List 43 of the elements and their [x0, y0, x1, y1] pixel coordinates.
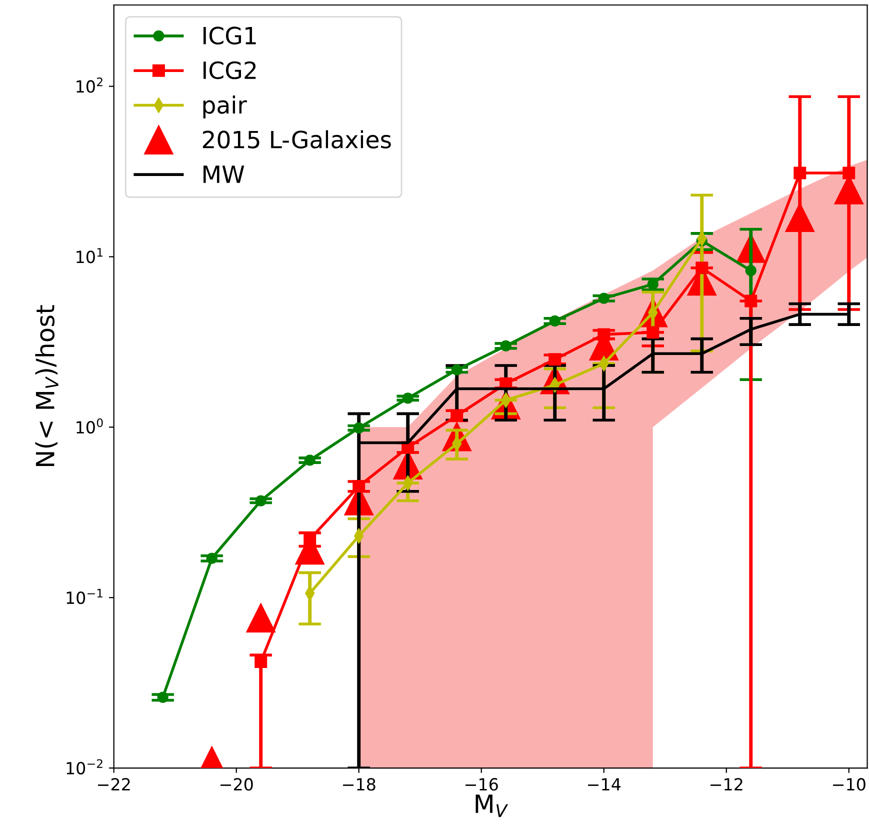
legend-label: 2015 L-Galaxies	[202, 130, 391, 148]
point	[842, 166, 856, 180]
x-tick-label: −14	[588, 778, 621, 790]
y-tick-label: 10$^{1}$	[76, 248, 102, 264]
y-tick-label: 10$^{2}$	[76, 77, 102, 93]
y-tick-label: 10$^{−1}$	[66, 588, 102, 604]
point	[353, 422, 364, 434]
point	[304, 454, 316, 466]
point	[647, 278, 658, 290]
x-axis-title: M$_{V}$	[476, 794, 508, 817]
y-tick-label: 10$^{0}$	[76, 418, 103, 434]
point	[246, 603, 276, 632]
point	[450, 409, 464, 422]
legend-label: ICG2	[204, 61, 256, 80]
x-tick-label: −18	[343, 778, 376, 791]
y-tick-label: 10$^{−2}$	[66, 759, 102, 774]
x-tick-label: −20	[220, 778, 253, 791]
x-tick-label: −16	[466, 778, 498, 791]
point	[549, 315, 560, 327]
legend-label: pair	[203, 96, 247, 118]
point	[500, 340, 512, 352]
point	[598, 328, 610, 341]
y-axis-title: N(< M$_{V}$)/host	[35, 305, 58, 466]
point	[451, 364, 462, 376]
x-tick-label: −22	[98, 778, 130, 790]
point	[206, 552, 218, 564]
point	[744, 294, 758, 308]
point	[157, 692, 168, 703]
point	[255, 495, 266, 506]
legend-label: MW	[204, 166, 244, 183]
point	[696, 262, 708, 274]
point	[304, 532, 316, 546]
point	[745, 264, 756, 276]
point	[402, 392, 414, 404]
point	[646, 326, 660, 339]
x-tick-label: −10	[833, 778, 866, 791]
point	[254, 656, 268, 668]
point	[794, 166, 806, 180]
x-tick-label: −12	[710, 778, 742, 790]
legend-label: ICG1	[204, 26, 256, 45]
point	[548, 353, 562, 366]
point	[352, 480, 366, 493]
point	[598, 292, 610, 304]
